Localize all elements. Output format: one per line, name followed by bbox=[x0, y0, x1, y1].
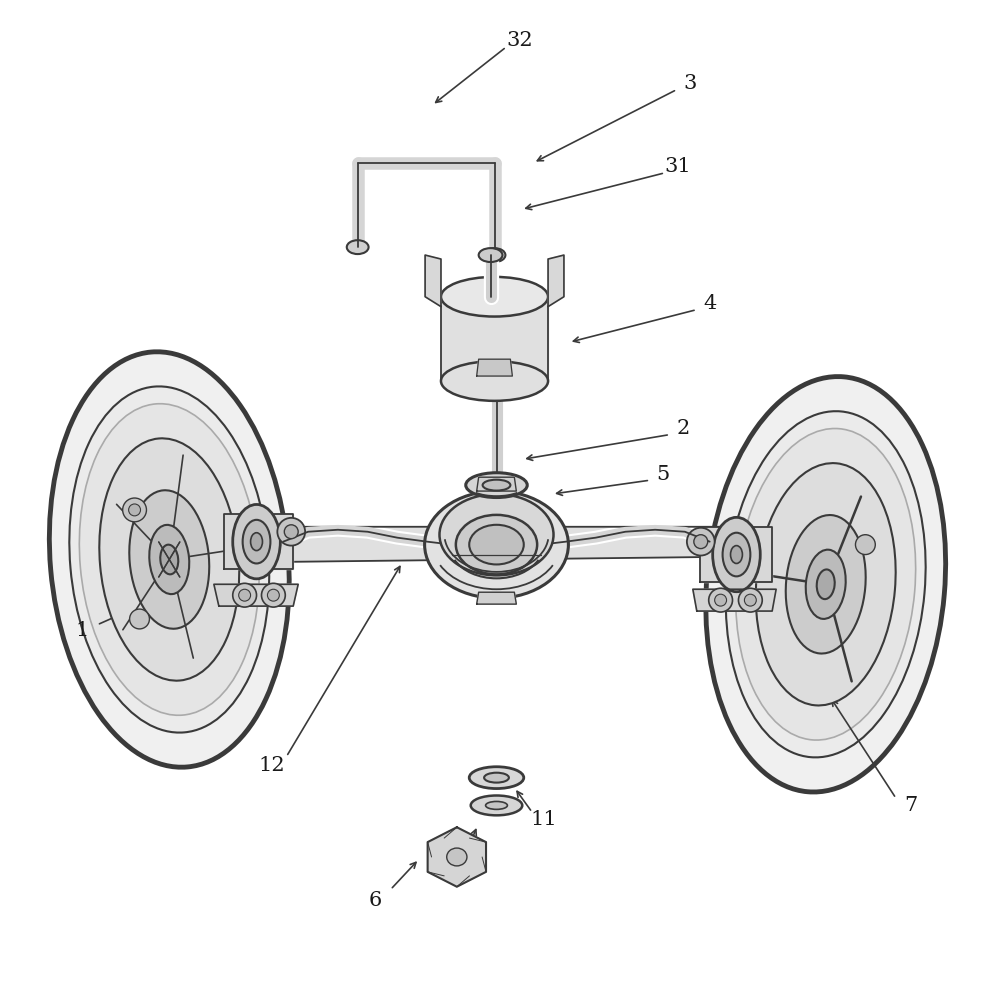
Ellipse shape bbox=[731, 546, 743, 563]
Text: 12: 12 bbox=[258, 756, 285, 775]
Polygon shape bbox=[213, 584, 298, 606]
Ellipse shape bbox=[232, 504, 280, 579]
Ellipse shape bbox=[805, 550, 846, 619]
Polygon shape bbox=[477, 477, 516, 491]
Text: 11: 11 bbox=[530, 810, 557, 829]
Circle shape bbox=[715, 594, 727, 606]
Ellipse shape bbox=[160, 545, 179, 574]
Text: 31: 31 bbox=[664, 157, 691, 176]
Text: 5: 5 bbox=[446, 863, 460, 882]
Ellipse shape bbox=[479, 248, 502, 262]
Circle shape bbox=[745, 594, 757, 606]
Ellipse shape bbox=[466, 473, 527, 498]
Ellipse shape bbox=[441, 361, 548, 401]
Ellipse shape bbox=[441, 277, 548, 317]
Circle shape bbox=[232, 583, 256, 607]
Ellipse shape bbox=[706, 377, 945, 792]
Ellipse shape bbox=[816, 569, 835, 599]
Ellipse shape bbox=[713, 517, 761, 592]
Ellipse shape bbox=[470, 767, 523, 789]
Text: 4: 4 bbox=[703, 294, 716, 313]
Ellipse shape bbox=[440, 494, 553, 575]
Ellipse shape bbox=[99, 438, 239, 681]
Text: 5: 5 bbox=[656, 465, 669, 484]
Ellipse shape bbox=[129, 490, 210, 629]
Text: 7: 7 bbox=[905, 796, 918, 815]
Polygon shape bbox=[700, 527, 773, 582]
Circle shape bbox=[238, 589, 250, 601]
Ellipse shape bbox=[486, 801, 507, 809]
Ellipse shape bbox=[736, 429, 916, 740]
Polygon shape bbox=[693, 589, 777, 611]
Text: 3: 3 bbox=[683, 74, 696, 93]
Polygon shape bbox=[233, 527, 750, 562]
Circle shape bbox=[694, 535, 708, 549]
Ellipse shape bbox=[471, 796, 522, 815]
Circle shape bbox=[687, 528, 715, 556]
Circle shape bbox=[261, 583, 285, 607]
Text: 6: 6 bbox=[368, 891, 382, 910]
Text: 1: 1 bbox=[75, 621, 88, 640]
Ellipse shape bbox=[785, 515, 866, 654]
Polygon shape bbox=[477, 359, 512, 376]
Circle shape bbox=[277, 518, 305, 546]
Circle shape bbox=[855, 535, 875, 555]
Ellipse shape bbox=[483, 480, 510, 491]
Ellipse shape bbox=[347, 240, 368, 254]
Ellipse shape bbox=[70, 386, 269, 733]
Ellipse shape bbox=[447, 848, 467, 866]
Ellipse shape bbox=[470, 525, 523, 564]
Polygon shape bbox=[428, 827, 486, 887]
Circle shape bbox=[130, 609, 149, 629]
Circle shape bbox=[129, 504, 141, 516]
Polygon shape bbox=[441, 297, 548, 381]
Polygon shape bbox=[425, 255, 441, 307]
Circle shape bbox=[123, 498, 146, 522]
Ellipse shape bbox=[425, 491, 568, 598]
Circle shape bbox=[284, 525, 298, 539]
Text: 32: 32 bbox=[506, 31, 532, 50]
Polygon shape bbox=[548, 255, 564, 307]
Ellipse shape bbox=[242, 520, 270, 563]
Ellipse shape bbox=[250, 533, 262, 551]
Ellipse shape bbox=[79, 404, 259, 715]
Ellipse shape bbox=[723, 533, 751, 576]
Ellipse shape bbox=[149, 525, 190, 594]
Circle shape bbox=[709, 588, 733, 612]
Ellipse shape bbox=[485, 773, 508, 783]
Circle shape bbox=[739, 588, 763, 612]
Ellipse shape bbox=[756, 463, 896, 705]
Ellipse shape bbox=[456, 515, 537, 574]
Polygon shape bbox=[477, 592, 516, 604]
Circle shape bbox=[267, 589, 279, 601]
Ellipse shape bbox=[726, 411, 925, 757]
Ellipse shape bbox=[484, 248, 505, 262]
Polygon shape bbox=[223, 514, 293, 569]
Text: 2: 2 bbox=[676, 419, 689, 438]
Ellipse shape bbox=[50, 352, 289, 767]
